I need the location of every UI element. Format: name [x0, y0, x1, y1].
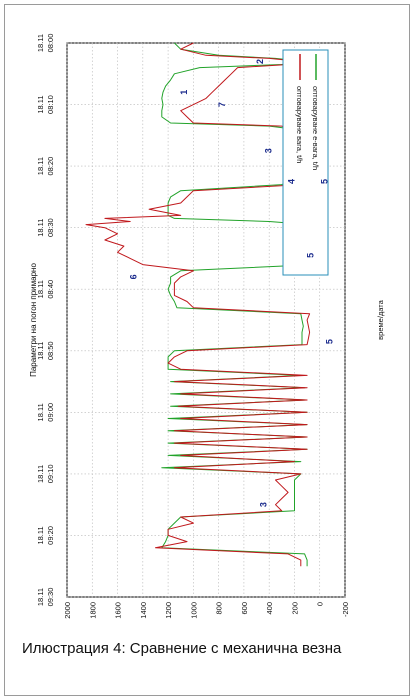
annotation-label: 6 [129, 274, 139, 279]
annotation-label: 5 [319, 179, 329, 184]
time-tick-label: 08:00 [46, 34, 55, 53]
date-tick-label: 18.11 [36, 342, 45, 360]
value-tick-label: 2000 [63, 602, 72, 619]
date-tick-label: 18.11 [36, 157, 45, 175]
value-tick-label: 1600 [114, 602, 123, 619]
date-tick-label: 18.11 [36, 95, 45, 113]
chart: 2000 1800 1600 1400 1200 1000 800 600 400 200 0 -20… [29, 34, 385, 619]
annotation-label: 3 [259, 502, 269, 507]
value-tick-label: 1200 [164, 602, 173, 619]
figure-caption: Илюстрация 4: Сравнение с механична везн… [22, 640, 342, 657]
date-tick-label: 18.11 [36, 280, 45, 298]
chart-title: Параметри на погон примарно [29, 263, 38, 377]
value-tick-label: 1800 [88, 602, 97, 619]
date-tick-label: 18.11 [36, 588, 45, 606]
value-tick-label: 800 [215, 602, 224, 615]
time-tick-label: 09:00 [46, 403, 55, 422]
legend-label: оптоваруване вага, t/h [295, 86, 304, 163]
value-tick-label: 400 [265, 602, 274, 615]
time-tick-label: 08:50 [46, 341, 55, 360]
annotation-label: 4 [286, 179, 296, 184]
annotation-label: 7 [217, 102, 227, 107]
figure-frame [4, 4, 410, 696]
time-tick-label: 08:40 [46, 280, 55, 299]
time-axis-label: време/дата [376, 299, 385, 339]
value-tick-label: 600 [240, 602, 249, 615]
date-tick-label: 18.11 [36, 219, 45, 237]
legend-label: оптоваруване е-вага, t/h [311, 86, 320, 170]
annotation-label: 1 [179, 90, 189, 95]
value-tick-label: -200 [341, 602, 350, 617]
annotation-label: 5 [324, 339, 334, 344]
date-tick-label: 18.11 [36, 526, 45, 544]
annotation-label: 2 [255, 59, 265, 64]
annotation-label: 3 [264, 148, 274, 153]
time-tick-label: 08:10 [46, 95, 55, 114]
time-tick-label: 08:30 [46, 218, 55, 237]
time-tick-label: 09:30 [46, 588, 55, 607]
time-tick-label: 08:20 [46, 157, 55, 176]
time-tick-label: 09:10 [46, 464, 55, 483]
value-tick-label: 1400 [139, 602, 148, 619]
date-tick-label: 18.11 [36, 34, 45, 52]
series-line-2 [85, 42, 311, 567]
annotation-label: 5 [305, 253, 315, 258]
value-tick-label: 1000 [189, 602, 198, 619]
date-tick-label: 18.11 [36, 403, 45, 421]
time-tick-label: 09:20 [46, 526, 55, 545]
date-tick-label: 18.11 [36, 465, 45, 483]
value-tick-label: 0 [316, 602, 325, 606]
legend-box [282, 49, 329, 276]
value-tick-label: 200 [290, 602, 299, 615]
